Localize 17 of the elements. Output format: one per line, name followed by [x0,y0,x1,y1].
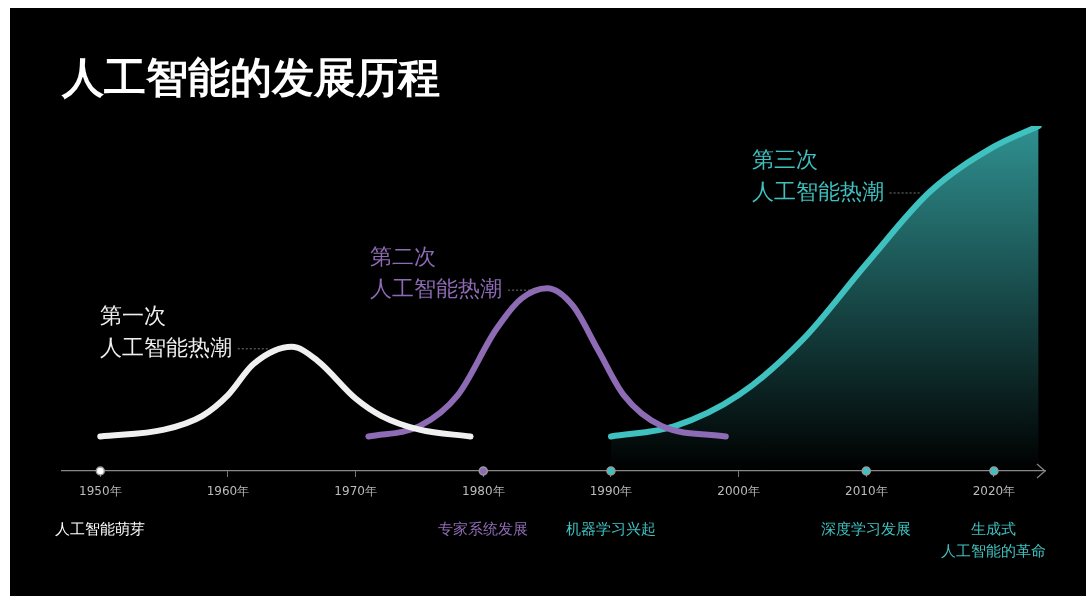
x-tick-label: 1980年 [462,484,505,499]
chart-title: 人工智能的发展历程 [62,52,440,104]
x-tick-label: 1970年 [334,484,377,499]
series-label: 第三次人工智能热潮 [751,147,884,204]
text: 专家系统发展 [438,520,529,538]
x-tick-label: 2000年 [717,484,760,499]
x-tick-label: 1950年 [79,484,122,499]
x-tick-label: 2010年 [845,484,888,499]
text: 生成式人工智能的革命 [941,520,1047,560]
text: 深度学习发展 [821,520,912,538]
x-tick-label: 1990年 [589,484,633,499]
text: 机器学习兴起 [565,520,656,538]
series-label: 第二次人工智能热潮 [370,244,503,302]
text: 人工智能萌芽 [55,520,146,538]
series-label: 第一次人工智能热潮 [99,302,232,360]
x-tick-label: 1960年 [206,484,250,499]
x-tick-label: 2020年 [972,484,1016,499]
